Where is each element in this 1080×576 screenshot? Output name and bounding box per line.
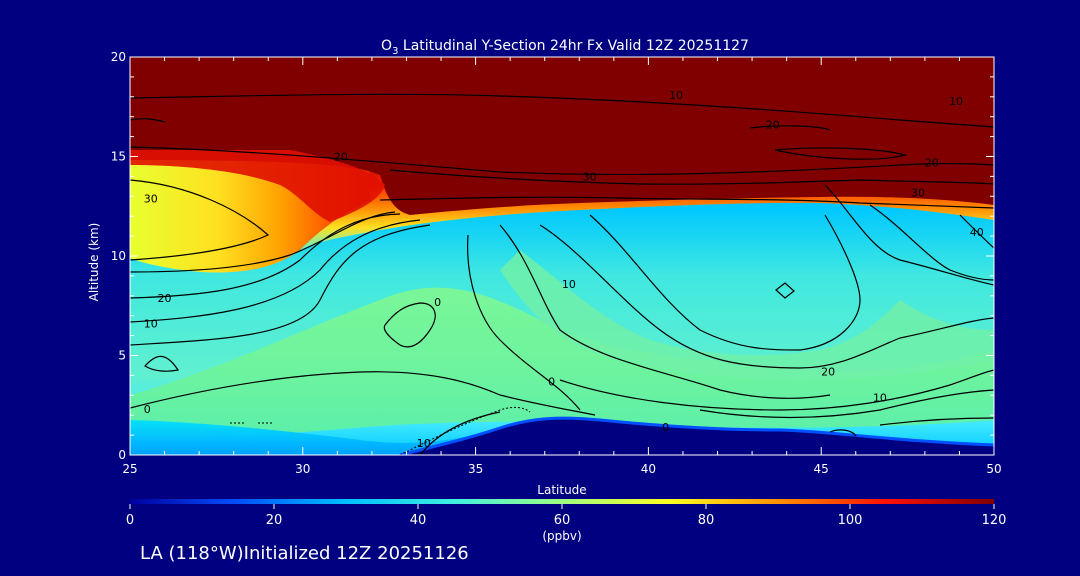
contour-label: 0	[548, 375, 555, 388]
chart-title-rest: Latitudinal Y-Section 24hr Fx Valid 12Z …	[398, 38, 749, 54]
x-tick-label: 40	[641, 462, 656, 476]
field-terrain-edge	[399, 416, 994, 455]
contour-line	[774, 147, 908, 160]
contour-label: 20	[158, 292, 172, 305]
contour-line	[419, 411, 501, 455]
y-axis-label: Altitude (km)	[87, 223, 101, 302]
field-stratosphere	[130, 57, 994, 215]
field-green-band	[130, 287, 994, 440]
contour-line	[130, 211, 396, 273]
contour-line	[130, 371, 596, 416]
x-axis-label: Latitude	[537, 483, 586, 497]
contour-label: 20	[766, 119, 780, 132]
contour-line	[130, 219, 421, 323]
contour-label: 10	[144, 318, 158, 331]
colorbar-tick-label: 100	[838, 513, 863, 528]
contour-line	[130, 146, 994, 176]
y-tick-label: 15	[111, 150, 126, 164]
contour-line	[130, 179, 270, 261]
y-tick-label: 20	[111, 50, 126, 64]
contour-lines	[130, 93, 994, 455]
x-tick-label: 50	[986, 462, 1001, 476]
field-boundary-layer	[130, 420, 510, 455]
contour-line	[824, 184, 994, 286]
field-red-edge	[130, 150, 385, 222]
contour-label: 30	[583, 170, 597, 183]
contour-line	[539, 224, 994, 369]
contour-label: 0	[662, 421, 669, 434]
chart-title: O3 Latitudinal Y-Section 24hr Fx Valid 1…	[381, 38, 749, 57]
contour-label: 10	[417, 437, 431, 450]
field-terrain	[400, 418, 994, 455]
y-tick-label: 5	[118, 349, 126, 363]
contour-line	[589, 214, 861, 351]
contour-line	[399, 406, 531, 455]
chart-title-prefix: O	[381, 38, 392, 54]
contour-label: 30	[911, 186, 925, 199]
colorbar	[130, 499, 994, 504]
contour-line	[379, 196, 994, 209]
contour-line	[869, 204, 994, 281]
contour-line	[559, 369, 994, 411]
x-tick-label: 25	[122, 462, 137, 476]
colorbar-unit-label: (ppbv)	[542, 529, 581, 543]
colorbar-tick-label: 20	[266, 513, 283, 528]
contour-line	[775, 282, 795, 299]
contour-line	[499, 224, 831, 399]
chart-title-subscript: 3	[392, 46, 398, 57]
contour-label: 10	[562, 278, 576, 291]
contour-line	[389, 169, 994, 185]
colorbar-tick-label: 120	[982, 513, 1007, 528]
contour-label: 10	[949, 95, 963, 108]
contour-line	[130, 224, 431, 346]
contour-line	[467, 234, 581, 411]
contour-line	[699, 389, 994, 419]
x-axis: 25 30 35 40 45 50	[122, 57, 1002, 476]
contour-line	[130, 213, 401, 299]
contour-label: 20	[334, 151, 348, 164]
contour-label: 30	[144, 192, 158, 205]
contour-line	[130, 118, 166, 123]
colorbar-ticks: 0 20 40 60 80 100 120	[126, 504, 1007, 528]
y-tick-label: 0	[118, 448, 126, 462]
x-tick-label: 35	[468, 462, 483, 476]
contour-label: 10	[669, 89, 683, 102]
contour-label: 0	[144, 403, 151, 416]
colorbar-tick-label: 0	[126, 513, 134, 528]
contour-label: 0	[434, 296, 441, 309]
contour-line	[829, 429, 857, 437]
contour-line	[383, 302, 436, 348]
contour-line	[130, 93, 994, 128]
contour-line	[879, 417, 994, 426]
colorbar-tick-label: 60	[554, 513, 571, 528]
y-axis: 0 5 10 15 20	[111, 50, 994, 462]
x-tick-label: 30	[295, 462, 310, 476]
contour-label: 10	[873, 391, 887, 404]
colorbar-tick-label: 40	[410, 513, 427, 528]
colorbar-tick-label: 80	[698, 513, 715, 528]
y-tick-label: 10	[111, 249, 126, 263]
contour-line	[959, 214, 994, 249]
contour-line	[749, 125, 831, 131]
run-info-footer: LA (118°W)Initialized 12Z 20251126	[140, 543, 469, 564]
contour-label: 20	[925, 156, 939, 169]
x-tick-label: 45	[814, 462, 829, 476]
contour-line	[144, 355, 179, 372]
contour-label: 20	[821, 365, 835, 378]
contour-label: 40	[970, 226, 984, 239]
field-green-mid	[500, 250, 994, 381]
